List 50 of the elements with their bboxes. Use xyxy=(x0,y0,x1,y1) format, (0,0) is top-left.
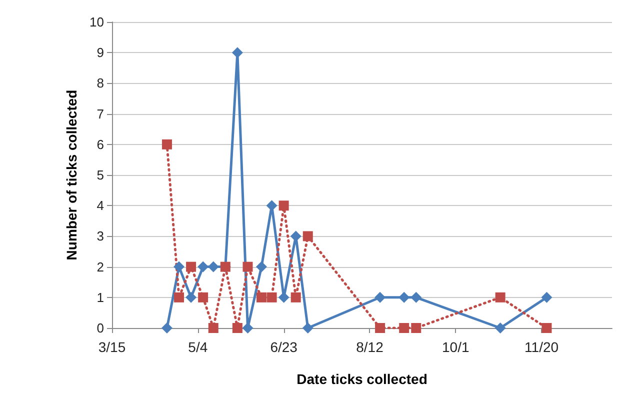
point xyxy=(242,322,254,334)
point xyxy=(208,261,219,272)
point xyxy=(256,261,267,272)
x-tick-label: 8/12 xyxy=(356,339,384,355)
point xyxy=(198,261,209,272)
point xyxy=(375,323,386,333)
x-tick-label: 6/23 xyxy=(270,339,298,355)
x-tick-label: 11/20 xyxy=(524,339,559,355)
point xyxy=(242,262,253,272)
point xyxy=(256,292,266,302)
y-tick-label: 9 xyxy=(96,45,104,60)
y-tick-label: 8 xyxy=(96,76,104,91)
point xyxy=(374,292,386,303)
y-tick-label: 4 xyxy=(96,198,104,214)
point xyxy=(495,292,506,302)
point xyxy=(398,292,410,303)
point xyxy=(186,292,197,303)
y-tick-label: 6 xyxy=(96,136,104,152)
point xyxy=(399,323,410,333)
point xyxy=(174,261,185,272)
x-tick-label: 5/4 xyxy=(188,339,208,355)
point xyxy=(411,323,422,333)
y-tick-label: 10 xyxy=(90,14,104,30)
point xyxy=(208,323,218,333)
point xyxy=(232,323,242,333)
point xyxy=(494,322,506,334)
point xyxy=(186,262,196,272)
point xyxy=(410,292,422,303)
y-tick-label: 2 xyxy=(96,259,104,274)
y-axis-title: Number of ticks collected xyxy=(64,90,80,260)
point xyxy=(290,292,301,302)
point xyxy=(162,139,172,150)
y-tick-label: 5 xyxy=(96,168,104,182)
point xyxy=(198,292,208,302)
y-tick-label: 3 xyxy=(96,228,104,244)
point xyxy=(174,292,184,302)
x-tick-label: 10/1 xyxy=(442,339,470,355)
y-tick-label: 0 xyxy=(96,320,104,336)
point xyxy=(542,323,552,333)
point xyxy=(161,322,172,334)
point xyxy=(278,200,289,211)
point xyxy=(541,292,552,303)
y-tick-label: 7 xyxy=(96,106,104,122)
point xyxy=(266,292,277,302)
point xyxy=(302,322,314,334)
x-tick-label: 3/15 xyxy=(98,339,126,355)
y-tick-label: 1 xyxy=(96,290,104,305)
point xyxy=(302,231,313,242)
x-axis-title: Date ticks collected xyxy=(296,371,428,387)
point xyxy=(232,47,243,58)
